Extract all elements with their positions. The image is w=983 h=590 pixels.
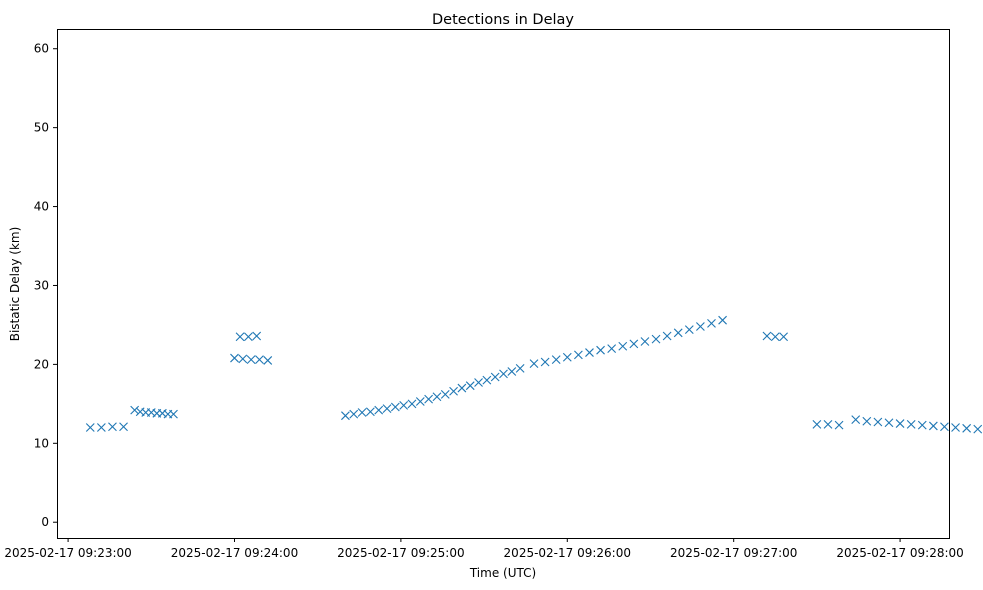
detection-point [449,386,458,396]
y-tick-label: 40 [34,200,49,214]
detection-point [906,419,916,429]
detection-point [490,372,500,382]
detection-point [349,409,359,419]
detection-point [365,407,375,417]
detection-point [585,348,594,357]
detection-point [465,381,475,391]
y-tick-label: 0 [41,515,49,529]
detection-point [851,415,861,425]
y-tick-label: 50 [34,121,49,135]
detection-point [651,334,661,344]
detection-point [382,404,392,413]
detection-point [640,337,650,346]
detection-point [457,383,467,393]
detection-point [596,345,605,355]
detection-point [230,353,239,363]
detection-point [951,423,960,432]
detection-point [573,350,583,360]
detection-point [108,422,117,432]
plot-frame [57,29,950,539]
detection-point [629,339,639,349]
detection-point [928,421,938,431]
detection-point [130,405,140,415]
detection-point [119,422,128,432]
y-tick-label: 60 [34,42,49,56]
x-axis-label: Time (UTC) [469,566,536,580]
detection-point [812,419,822,429]
detection-point [823,419,833,429]
detection-point [707,318,716,328]
detection-point [551,355,561,365]
detection-point [357,408,367,417]
detection-point [482,375,492,385]
detection-point [618,341,628,351]
detection-point [673,328,683,338]
detection-point [718,315,727,325]
x-tick-label: 2025-02-17 09:27:00 [670,546,797,560]
detection-point [263,356,273,365]
detection-point [399,401,409,410]
x-tick-label: 2025-02-17 09:24:00 [171,546,298,560]
detection-point [540,357,550,367]
detection-point [895,419,905,428]
x-tick-label: 2025-02-17 09:28:00 [836,546,963,560]
detection-point [374,405,384,415]
detection-point [246,355,256,365]
y-tick-label: 20 [34,357,49,371]
detection-point [862,416,872,426]
detection-point [238,354,248,364]
marker-layer [85,315,983,434]
detection-point [884,418,894,428]
detection-point [432,392,442,402]
x-axis: 2025-02-17 09:23:00 2025-02-17 09:24:00 20… [4,538,964,560]
detection-point [169,409,178,419]
detection-point [507,367,517,376]
detection-point [96,423,106,432]
detection-point [529,359,539,368]
y-tick-label: 10 [34,436,49,450]
detection-point [873,417,883,427]
detection-point [762,331,772,341]
detection-point [341,411,350,421]
detection-point [474,378,483,387]
detection-point [917,420,927,430]
detection-point [252,331,262,341]
detection-point [973,424,983,434]
detection-point [562,352,572,362]
y-axis-label: Bistatic Delay (km) [8,227,22,342]
detection-point [515,363,525,373]
detection-point [243,332,253,342]
detection-point [499,369,508,379]
detection-point [779,332,788,342]
detection-point [235,332,245,342]
detection-point [255,355,264,365]
x-tick-label: 2025-02-17 09:26:00 [504,546,631,560]
y-tick-label: 30 [34,278,49,292]
detection-point [962,423,972,433]
detection-point [440,389,450,399]
detection-point [696,322,705,331]
detection-point [424,394,434,404]
detection-point [662,331,672,341]
detection-point [770,332,780,342]
detection-point [85,423,95,432]
detection-point [684,325,694,335]
detection-point [834,420,844,430]
x-tick-label: 2025-02-17 09:23:00 [4,546,131,560]
detection-point [390,402,400,412]
detection-point [407,399,417,409]
x-tick-label: 2025-02-17 09:25:00 [337,546,464,560]
detection-point [940,422,949,432]
detection-point [415,397,425,406]
chart-title: Detections in Delay [432,12,574,28]
y-axis: 0 10 20 30 40 50 60 [34,42,57,529]
detection-point [607,344,617,353]
